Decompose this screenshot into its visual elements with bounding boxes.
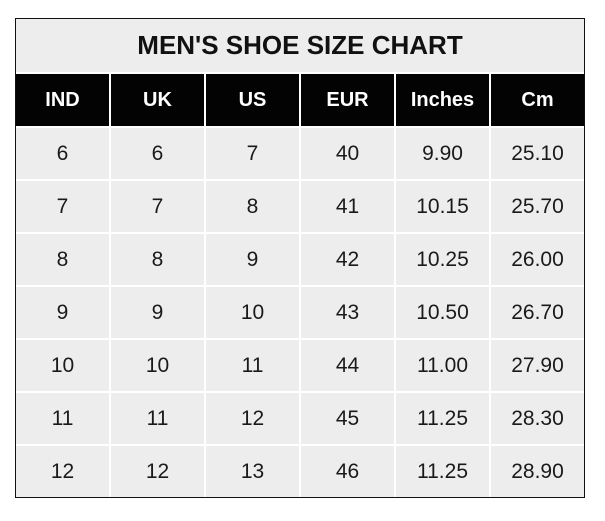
- table-cell: 10.25: [396, 234, 491, 285]
- table-cell: 6: [111, 128, 206, 179]
- table-cell: 9.90: [396, 128, 491, 179]
- table-cell: 11: [16, 393, 111, 444]
- table-row: 6 6 7 40 9.90 25.10: [16, 126, 584, 179]
- table-cell: 43: [301, 287, 396, 338]
- header-row: IND UK US EUR Inches Cm: [16, 74, 584, 126]
- table-cell: 11: [206, 340, 301, 391]
- table-row: 8 8 9 42 10.25 26.00: [16, 232, 584, 285]
- table-cell: 9: [111, 287, 206, 338]
- table-cell: 28.90: [511, 459, 564, 483]
- table-cell: 8: [16, 234, 111, 285]
- table-row: 9 9 10 43 10.50 26.70: [16, 285, 584, 338]
- table-cell: 46: [301, 446, 396, 497]
- table-cell: 9: [16, 287, 111, 338]
- table-cell: 40: [301, 128, 396, 179]
- table-cell: 13: [206, 446, 301, 497]
- column-header-uk: UK: [111, 74, 206, 126]
- table-cell: 28.30: [511, 406, 564, 430]
- table-cell: 7: [206, 128, 301, 179]
- table-cell: 45: [301, 393, 396, 444]
- table-cell: 11: [111, 393, 206, 444]
- table-row: 7 7 8 41 10.15 25.70: [16, 179, 584, 232]
- table-row: 12 12 13 46 11.25 28.90: [16, 444, 584, 497]
- column-header-us: US: [206, 74, 301, 126]
- table-cell: 11.25: [396, 393, 491, 444]
- table-cell: 9: [206, 234, 301, 285]
- column-header-ind: IND: [16, 74, 111, 126]
- table-body: 6 6 7 40 9.90 25.10 7 7 8 41 10.15 25.70 8 8 9 42 10.25 2…: [16, 126, 584, 497]
- table-cell: 12: [111, 446, 206, 497]
- table-cell: 7: [16, 181, 111, 232]
- table-cell: 44: [301, 340, 396, 391]
- table-cell: 10.50: [396, 287, 491, 338]
- table-row: 11 11 12 45 11.25 28.30: [16, 391, 584, 444]
- table-cell: 10: [16, 340, 111, 391]
- table-cell: 10: [206, 287, 301, 338]
- column-header-eur: EUR: [301, 74, 396, 126]
- table-row: 10 10 11 44 11.00 27.90: [16, 338, 584, 391]
- table-cell: 8: [206, 181, 301, 232]
- table-cell: 6: [16, 128, 111, 179]
- table-cell: 26.70: [511, 300, 564, 324]
- table-cell: 41: [301, 181, 396, 232]
- table-cell: 42: [301, 234, 396, 285]
- column-header-inches: Inches: [396, 74, 491, 126]
- table-cell: 25.70: [511, 194, 564, 218]
- table-cell: 12: [16, 446, 111, 497]
- table-cell: 11.25: [396, 446, 491, 497]
- table-cell: 10.15: [396, 181, 491, 232]
- table-title: MEN'S SHOE SIZE CHART: [16, 19, 584, 74]
- table-cell: 12: [206, 393, 301, 444]
- table-cell: 10: [111, 340, 206, 391]
- table-cell: 27.90: [511, 353, 564, 377]
- table-cell: 25.10: [511, 141, 564, 165]
- table-cell: 7: [111, 181, 206, 232]
- table-cell: 26.00: [511, 247, 564, 271]
- size-chart-table: MEN'S SHOE SIZE CHART IND UK US EUR Inches Cm…: [15, 18, 585, 498]
- table-cell: 11.00: [396, 340, 491, 391]
- column-header-cm: Cm: [521, 88, 554, 111]
- table-cell: 8: [111, 234, 206, 285]
